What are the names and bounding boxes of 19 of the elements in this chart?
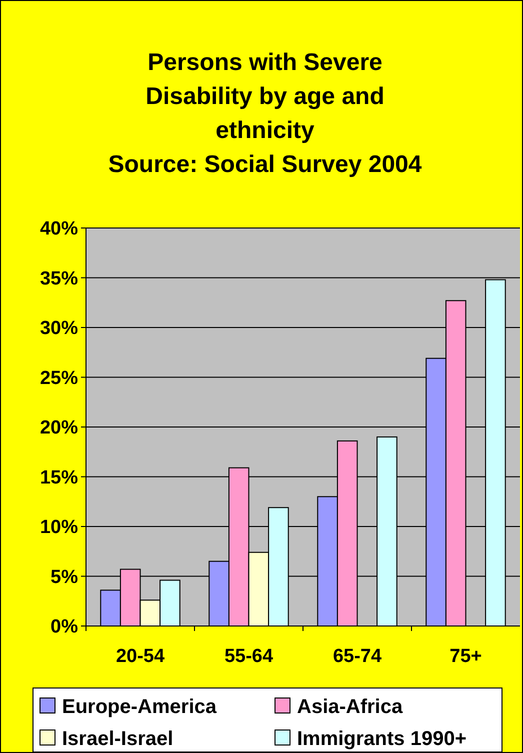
y-tick-label: 40% — [40, 218, 78, 240]
y-tick-label: 15% — [40, 467, 78, 488]
y-tick-label: 0% — [50, 616, 78, 638]
y-tick-label: 5% — [50, 566, 78, 588]
x-tick-label: 55-64 — [224, 646, 274, 667]
chart-title: Persons with Severe Disability by age and ethnicity — [146, 49, 384, 144]
y-tick-label: 35% — [40, 268, 78, 290]
y-tick-label: 30% — [40, 318, 78, 340]
legend-label: Immigrants 1990+ — [297, 728, 467, 750]
legend-label: Israel-Israel — [62, 728, 174, 750]
source-note: Source: Social Survey 2004 — [108, 151, 422, 178]
y-tick-label: 20% — [40, 418, 78, 439]
x-tick-label: 20-54 — [116, 646, 165, 667]
legend-label: Asia-Africa — [297, 696, 404, 718]
y-tick-label: 10% — [40, 517, 78, 538]
x-tick-label: 65-74 — [332, 646, 382, 667]
x-tick-label: 75+ — [450, 646, 482, 667]
legend-label: Europe-America — [62, 696, 218, 718]
y-tick-label: 25% — [40, 368, 78, 389]
